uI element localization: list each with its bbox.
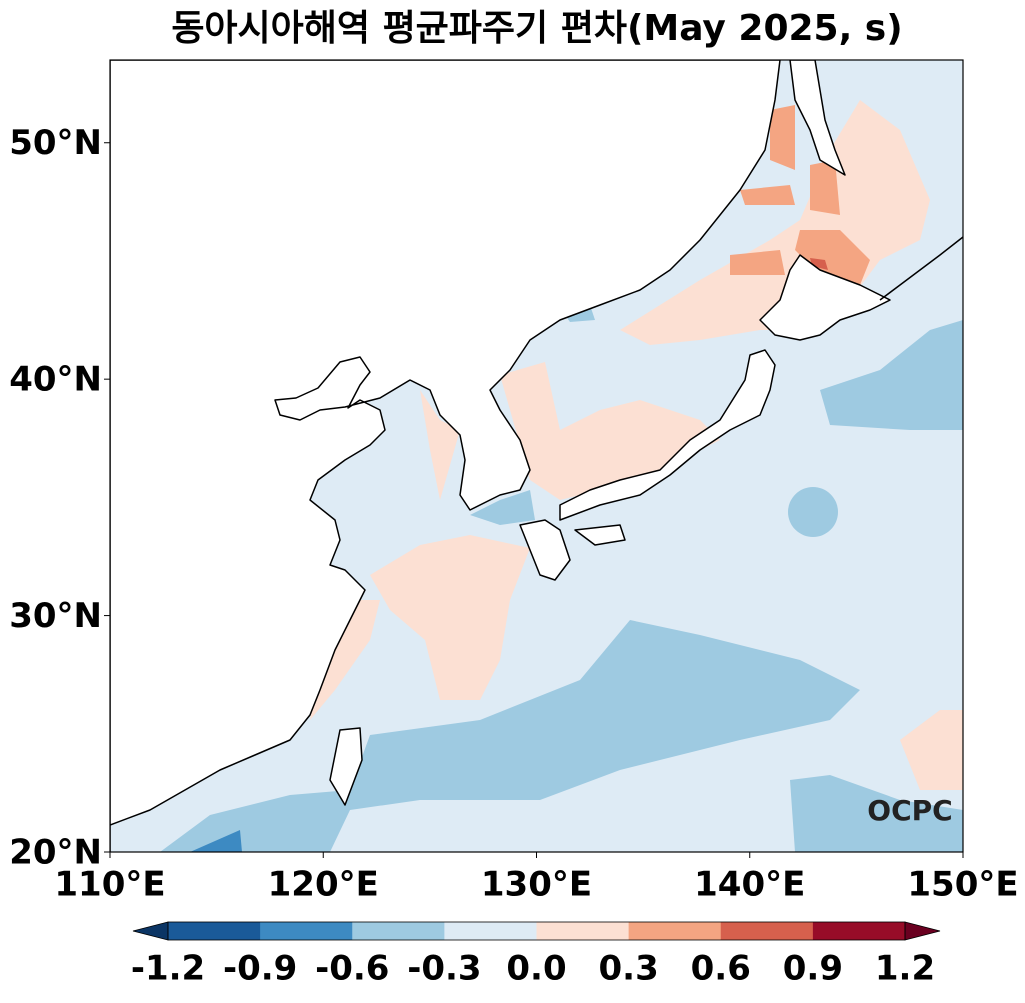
- colorbar-box: [720, 922, 814, 940]
- x-tick-label: 140°E: [694, 865, 805, 905]
- logo: OCPC: [867, 794, 952, 827]
- colorbar-label: 0.6: [691, 949, 751, 989]
- colorbar-label: 0.9: [783, 949, 843, 989]
- colorbar-label: 0.3: [599, 949, 659, 989]
- positive-strong-region: [810, 258, 828, 270]
- y-tick-label: 40°N: [9, 360, 102, 400]
- map-field: OCPC: [110, 60, 963, 852]
- colorbar-label: -0.9: [223, 949, 297, 989]
- colorbar-box: [444, 922, 537, 940]
- colorbar-box: [352, 922, 445, 940]
- y-tick-label: 50°N: [9, 123, 102, 163]
- colorbar-box: [628, 922, 722, 940]
- x-tick-label: 120°E: [268, 865, 379, 905]
- colorbar-box: [812, 922, 906, 940]
- colorbar-extend-low: [132, 921, 169, 941]
- positive-medium-regions: [730, 105, 870, 285]
- colorbar-label: -1.2: [131, 949, 205, 989]
- colorbar-box: [260, 922, 353, 940]
- colorbar-label: 0.0: [506, 949, 566, 989]
- x-tick-label: 150°E: [907, 865, 1018, 905]
- negative-strong-region: [190, 830, 242, 852]
- colorbar-label: -0.6: [315, 949, 389, 989]
- colorbar-frame: [167, 921, 906, 941]
- y-tick-label: 20°N: [9, 833, 102, 873]
- map-title: 동아시아해역 평균파주기 편차(May 2025, s): [171, 8, 902, 49]
- y-tick-label: 30°N: [9, 596, 102, 636]
- colorbar-label: -0.3: [407, 949, 481, 989]
- land: [110, 60, 963, 852]
- colorbar-extend-high: [904, 921, 941, 941]
- colorbar-box: [168, 922, 261, 940]
- colorbar-box: [536, 922, 630, 940]
- colorbar-label: 1.2: [875, 949, 935, 989]
- x-tick-label: 110°E: [54, 865, 165, 905]
- negative-regions: [160, 305, 963, 852]
- x-tick-label: 130°E: [481, 865, 592, 905]
